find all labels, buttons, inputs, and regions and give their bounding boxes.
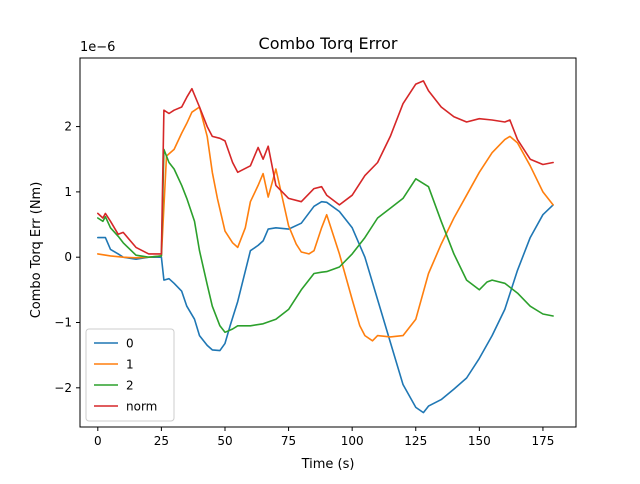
series-line-0: [97, 200, 554, 414]
chart-title: Combo Torq Error: [259, 34, 398, 53]
legend-label-1: 1: [126, 358, 134, 372]
x-tick-label: 125: [404, 434, 427, 448]
legend: 0 1 2 norm: [85, 328, 175, 422]
series-line-1: [97, 106, 554, 342]
x-tick-label: 100: [341, 434, 364, 448]
y-axis-scale-label: 1e−6: [80, 40, 115, 55]
series-line-2: [97, 148, 554, 334]
y-tick-label: 2: [64, 120, 72, 134]
y-tick-label: 1: [64, 185, 72, 199]
x-tick-label: 150: [468, 434, 491, 448]
y-tick-label: −2: [54, 381, 72, 395]
x-tick-label: 75: [281, 434, 296, 448]
legend-label-2: 2: [126, 379, 134, 393]
legend-label-0: 0: [126, 337, 134, 351]
y-tick-label: −1: [54, 316, 72, 330]
series-line-norm: [97, 80, 554, 255]
x-tick-label: 50: [217, 434, 232, 448]
legend-box: [85, 328, 175, 422]
x-tick-label: 0: [94, 434, 102, 448]
x-axis-ticks: 0 25 50 75 100 125 150 175: [94, 427, 554, 448]
series-lines: [97, 80, 554, 414]
legend-label-norm: norm: [126, 400, 157, 414]
y-tick-label: 0: [64, 250, 72, 264]
x-axis-label: Time (s): [301, 457, 355, 472]
y-axis-ticks: −2 −1 0 1 2: [54, 120, 80, 395]
y-axis-label: Combo Torq Err (Nm): [29, 182, 44, 319]
axes-frame: [79, 57, 577, 428]
x-tick-label: 25: [154, 434, 169, 448]
x-tick-label: 175: [531, 434, 554, 448]
